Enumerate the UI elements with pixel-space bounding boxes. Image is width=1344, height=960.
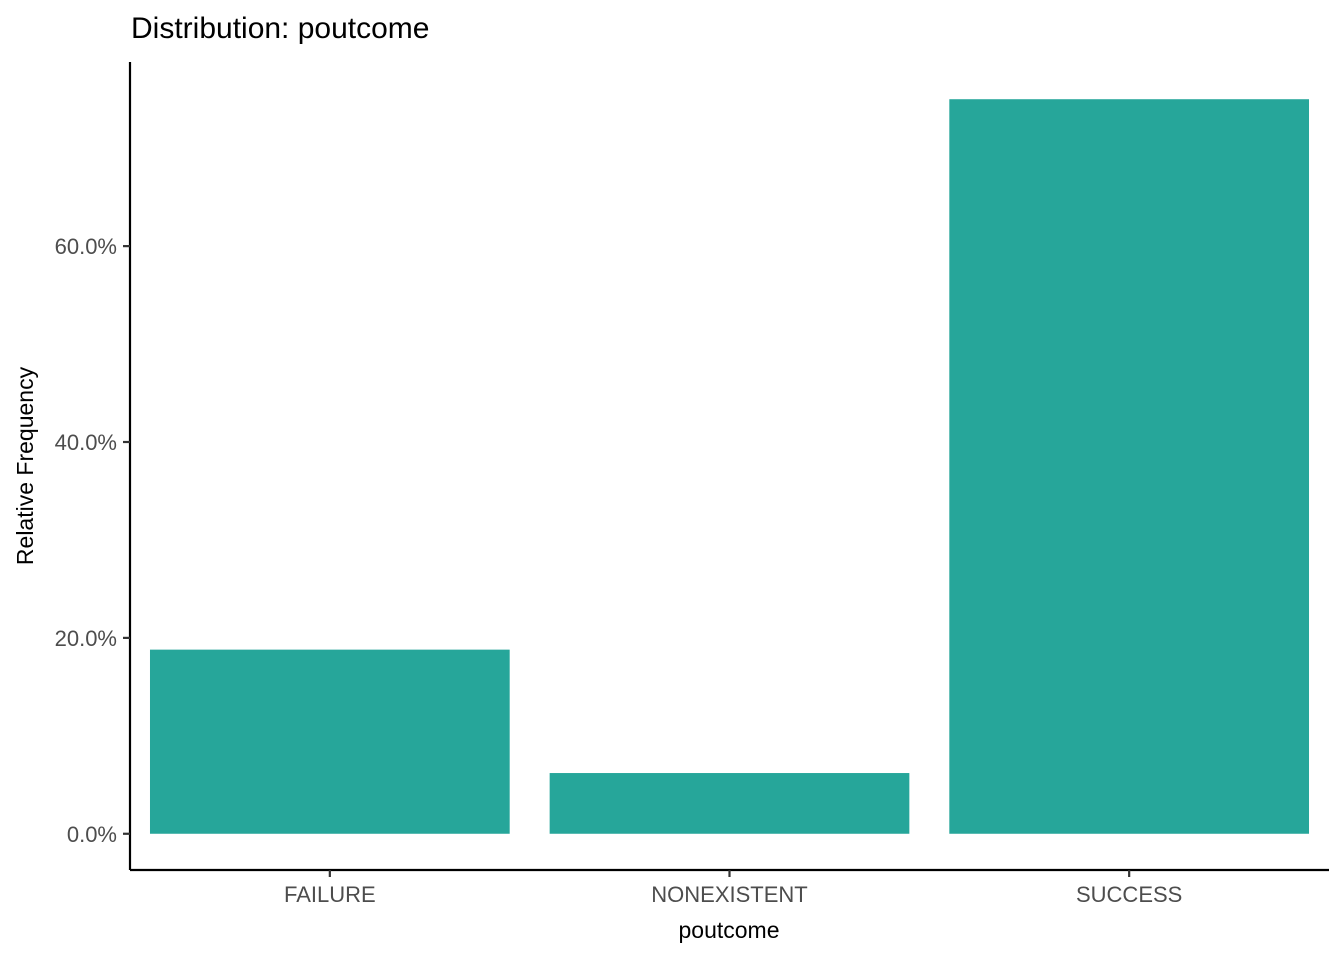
y-tick-label: 40.0% bbox=[55, 430, 117, 455]
y-tick-label: 60.0% bbox=[55, 234, 117, 259]
y-ticks-group: 0.0% 20.0% 40.0% 60.0% bbox=[55, 234, 130, 847]
bar-success bbox=[949, 99, 1310, 834]
y-tick-label: 0.0% bbox=[67, 822, 117, 847]
bars-group bbox=[149, 99, 1310, 834]
x-ticks-group: FAILURE NONEXISTENT SUCCESS bbox=[284, 870, 1182, 907]
bar-failure bbox=[149, 649, 510, 834]
x-tick-label: SUCCESS bbox=[1076, 882, 1182, 907]
x-tick-label: FAILURE bbox=[284, 882, 376, 907]
x-tick-label: NONEXISTENT bbox=[651, 882, 807, 907]
y-tick-label: 20.0% bbox=[55, 626, 117, 651]
x-axis-title: poutcome bbox=[678, 917, 779, 943]
chart-title: Distribution: poutcome bbox=[131, 12, 429, 45]
y-axis-title: Relative Frequency bbox=[12, 366, 38, 565]
bar-nonexistent bbox=[549, 773, 910, 834]
